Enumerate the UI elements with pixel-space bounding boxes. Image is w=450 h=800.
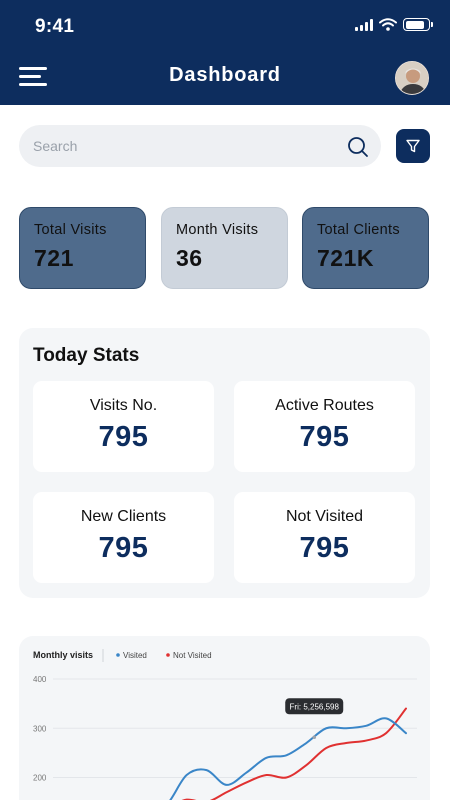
series-line-0 [169, 717, 407, 800]
user-avatar-icon [396, 62, 428, 94]
stat-label: New Clients [80, 508, 167, 525]
tooltip-box [285, 698, 344, 715]
filter-button[interactable] [396, 129, 430, 163]
y-tick-label-1: 200 [33, 774, 47, 783]
y-tick-label-3: 400 [33, 675, 47, 684]
battery-level [405, 20, 425, 29]
menu-icon[interactable] [19, 67, 47, 87]
stat-value: 795 [98, 532, 149, 564]
filter-icon [406, 139, 420, 153]
month-visits-card[interactable]: Month Visits 36 [161, 207, 288, 289]
cellular-signal-icon [355, 18, 373, 31]
app-header: 9:41 Dashboard [0, 0, 450, 105]
total-visits-card[interactable]: Total Visits 721 [19, 207, 146, 289]
summary-value: 721K [317, 245, 374, 271]
summary-value: 36 [176, 245, 203, 271]
summary-label: Total Visits [34, 222, 107, 238]
y-tick-label-2: 300 [33, 724, 47, 733]
page-title: Dashboard [169, 64, 281, 86]
legend-marker-1 [166, 653, 170, 657]
stat-card-not-visited[interactable]: Not Visited 795 [234, 492, 415, 583]
status-icons [355, 18, 433, 31]
legend-marker-0 [116, 653, 120, 657]
summary-label: Total Clients [317, 222, 400, 238]
summary-label: Month Visits [176, 222, 259, 238]
stat-label: Visits No. [89, 397, 158, 414]
status-time: 9:41 [35, 16, 75, 37]
stat-card-new-clients[interactable]: New Clients 795 [33, 492, 214, 583]
today-stats-panel: Today Stats Visits No. 795 Active Routes… [19, 328, 430, 598]
stat-label: Not Visited [285, 508, 364, 525]
total-clients-card[interactable]: Total Clients 721K [302, 207, 429, 289]
stat-card-active-routes[interactable]: Active Routes 795 [234, 381, 415, 472]
battery-icon [403, 18, 433, 31]
summary-value: 721 [34, 245, 74, 271]
stat-value: 795 [98, 421, 149, 453]
stat-label: Active Routes [275, 397, 374, 414]
search-input[interactable] [33, 125, 333, 167]
stat-card-visits[interactable]: Visits No. 795 [33, 381, 214, 472]
tooltip-point [312, 735, 317, 740]
series-line-1 [181, 707, 407, 800]
stat-value: 795 [299, 532, 350, 564]
chart-title: Monthly visits [33, 650, 93, 660]
legend-label-1: Not Visited [173, 651, 212, 660]
search-icon[interactable] [347, 136, 369, 158]
legend-label-0: Visited [123, 651, 147, 660]
stat-value: 795 [299, 421, 350, 453]
wifi-icon [379, 18, 397, 31]
section-title: Today Stats [33, 345, 140, 366]
avatar[interactable] [395, 61, 429, 95]
tooltip-text: Fri: 5,256,598 [290, 702, 340, 711]
search-bar [19, 125, 381, 167]
